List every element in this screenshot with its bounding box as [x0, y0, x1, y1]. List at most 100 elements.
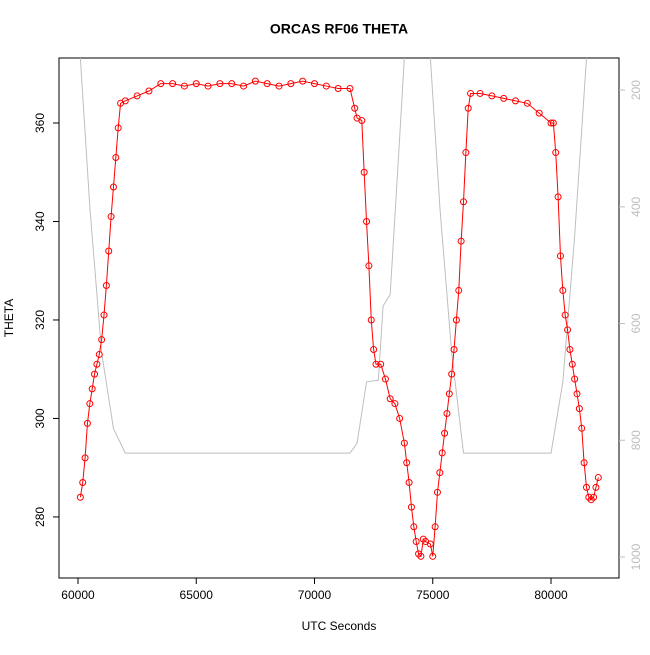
- data-point: [554, 193, 562, 201]
- data-point: [102, 282, 110, 289]
- data-point: [566, 346, 574, 354]
- data-point: [436, 469, 444, 477]
- data-point: [500, 94, 508, 102]
- plot-frame: [58, 57, 620, 579]
- data-point: [121, 97, 129, 105]
- data-point: [426, 540, 434, 548]
- chart-title: ORCAS RF06 THETA: [270, 21, 408, 37]
- data-point: [429, 552, 437, 560]
- data-point: [169, 80, 177, 88]
- series-line: [79, 58, 587, 454]
- data-point: [535, 109, 543, 117]
- x-tick-label: 75000: [416, 588, 450, 602]
- data-point: [81, 454, 89, 462]
- data-point: [412, 538, 420, 546]
- x-tick-label: 65000: [180, 588, 214, 602]
- data-point: [105, 247, 113, 255]
- data-point: [590, 493, 598, 501]
- data-point: [580, 459, 588, 467]
- data-point: [377, 360, 385, 368]
- data-point: [410, 523, 418, 531]
- data-point: [523, 99, 531, 107]
- data-point: [157, 80, 165, 88]
- y-tick-label: 320: [33, 310, 47, 330]
- data-point: [263, 80, 271, 88]
- data-point: [452, 316, 460, 324]
- data-point: [88, 385, 96, 393]
- data-point: [488, 92, 496, 100]
- data-point: [549, 119, 557, 127]
- data-point: [363, 217, 371, 225]
- data-point: [358, 117, 366, 125]
- data-point: [575, 405, 583, 413]
- x-tick-label: 70000: [298, 588, 332, 602]
- data-point: [464, 104, 472, 112]
- x-tick-label: 60000: [61, 588, 95, 602]
- data-point: [573, 390, 581, 398]
- data-point: [571, 375, 579, 383]
- data-point: [431, 523, 439, 531]
- data-point: [443, 410, 451, 418]
- y-tick-label: 340: [33, 211, 47, 231]
- data-point: [556, 252, 564, 260]
- data-point: [107, 213, 115, 221]
- data-point: [561, 311, 569, 319]
- data-point: [459, 198, 467, 206]
- data-point: [310, 80, 318, 88]
- data-point: [564, 326, 572, 334]
- data-point: [275, 82, 283, 90]
- y-axis-label: THETA: [2, 299, 16, 337]
- data-point: [455, 286, 463, 294]
- data-point: [391, 400, 399, 408]
- data-point: [476, 89, 484, 97]
- data-point: [450, 346, 458, 354]
- y-tick-label: 360: [33, 113, 47, 133]
- data-point: [407, 503, 415, 511]
- data-point: [287, 80, 295, 88]
- data-point: [76, 493, 84, 501]
- data-point: [445, 390, 453, 398]
- data-point: [396, 414, 404, 422]
- data-point: [552, 149, 560, 157]
- data-point: [386, 395, 394, 403]
- y2-tick-label: 1000: [629, 543, 643, 570]
- data-point: [114, 124, 122, 132]
- data-point: [93, 360, 101, 368]
- y2-tick-label: 600: [629, 313, 643, 333]
- data-point: [578, 424, 586, 432]
- x-tick-label: 80000: [534, 588, 568, 602]
- y2-tick-label: 400: [629, 196, 643, 216]
- data-point: [98, 336, 106, 344]
- data-point: [400, 439, 408, 447]
- y-tick-label: 300: [33, 408, 47, 428]
- data-point: [228, 80, 236, 88]
- y2-tick-label: 200: [629, 80, 643, 100]
- data-point: [204, 82, 212, 90]
- data-point: [457, 237, 465, 245]
- series-line: [79, 80, 599, 558]
- data-point: [441, 429, 449, 437]
- data-point: [145, 87, 153, 95]
- data-point: [438, 449, 446, 457]
- data-point: [86, 400, 94, 408]
- data-point: [133, 92, 141, 100]
- data-point: [100, 311, 108, 319]
- data-point: [462, 149, 470, 157]
- data-point: [299, 77, 307, 85]
- data-point: [360, 168, 368, 176]
- data-point: [112, 153, 120, 161]
- data-point: [334, 85, 342, 93]
- data-point: [448, 370, 456, 378]
- data-point: [467, 89, 475, 97]
- data-point: [365, 262, 373, 270]
- data-point: [322, 82, 330, 90]
- data-point: [582, 483, 590, 491]
- data-point: [405, 478, 413, 486]
- data-point: [559, 286, 567, 294]
- data-point: [547, 119, 555, 127]
- data-point: [594, 474, 602, 482]
- data-point: [346, 85, 354, 93]
- data-point: [216, 80, 224, 88]
- data-point: [433, 488, 441, 496]
- data-point: [512, 97, 520, 105]
